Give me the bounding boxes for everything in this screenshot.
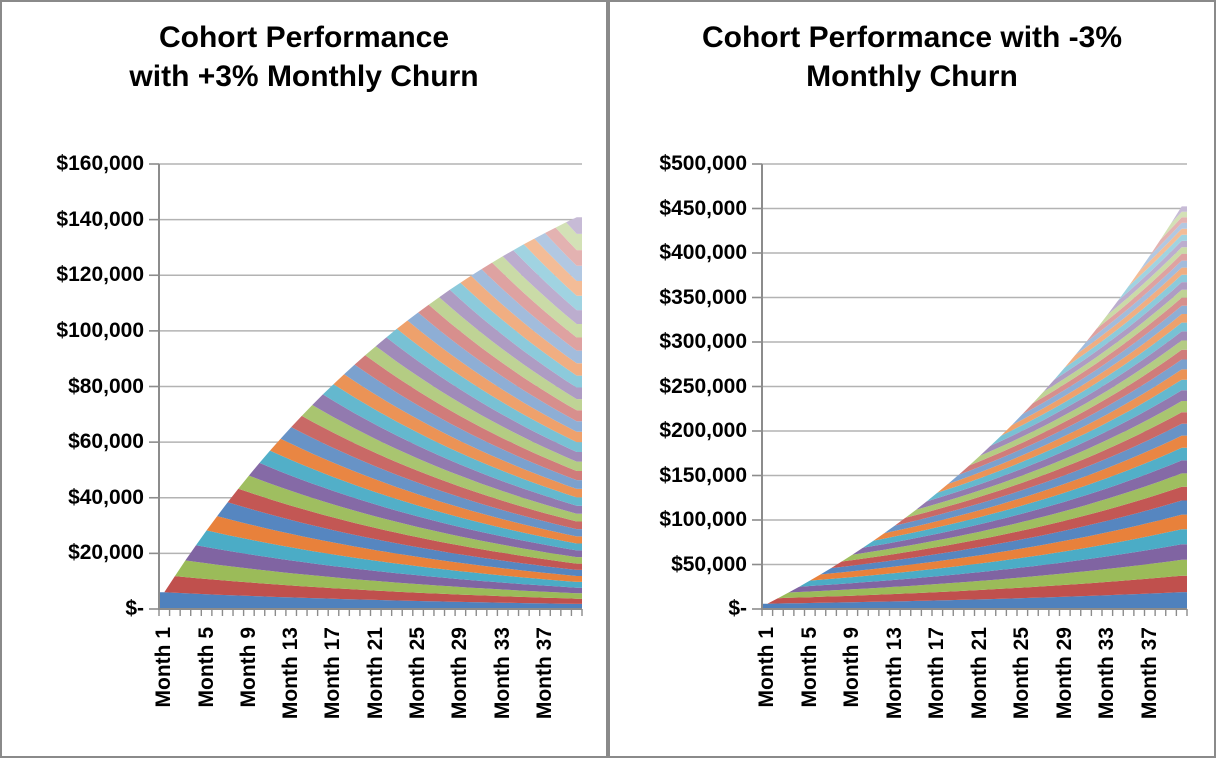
chart-title-line1: Cohort Performance with -3%: [701, 21, 1123, 54]
cohort-band-27: [762, 289, 1187, 604]
y-axis-label: $350,000: [659, 285, 747, 309]
cohort-band-31: [762, 260, 1187, 604]
x-axis-label: Month 5: [797, 627, 821, 708]
stacked-area-layers: [159, 217, 582, 609]
cohort-band-1: [159, 592, 582, 609]
cohort-band-7: [159, 502, 582, 593]
cohort-band-23: [159, 328, 582, 593]
cohort-band-25: [762, 305, 1187, 604]
cohort-band-33: [762, 247, 1187, 604]
x-axis-label: Month 37: [1137, 627, 1161, 720]
x-axis-label: Month 17: [321, 627, 345, 720]
cohort-band-22: [159, 337, 582, 593]
y-axis-label: $50,000: [671, 552, 747, 576]
y-axis-label: $100,000: [659, 508, 747, 531]
cohort-band-15: [159, 405, 582, 593]
cohort-band-36: [762, 228, 1187, 604]
axes: [752, 163, 1188, 616]
y-axis-label: $40,000: [68, 485, 144, 509]
chart-title: Cohort Performance with -3% Monthly Chur…: [610, 18, 1214, 96]
x-axis-label: Month 17: [925, 627, 949, 720]
y-axis-label: $100,000: [56, 318, 144, 342]
cohort-band-30: [762, 267, 1187, 604]
x-axis-label: Month 25: [406, 627, 430, 720]
y-axis-label: $250,000: [659, 374, 747, 398]
x-axis-label: Month 21: [363, 627, 387, 720]
cohort-band-2: [762, 575, 1187, 604]
x-axis-label: Month 5: [194, 627, 218, 708]
chart-panel-positive-churn: Cohort Performance with +3% Monthly Chur…: [0, 0, 608, 758]
y-axis-label: $120,000: [56, 263, 144, 287]
stacked-area-layers: [762, 206, 1187, 609]
cohort-band-7: [762, 500, 1187, 604]
cohort-band-21: [762, 340, 1187, 604]
x-axis-label: Month 13: [882, 627, 906, 720]
cohort-band-26: [762, 297, 1187, 604]
y-axis-label: $400,000: [659, 241, 747, 264]
cohort-band-32: [762, 253, 1187, 604]
y-axis-label: $150,000: [659, 463, 747, 487]
cohort-band-3: [159, 560, 582, 599]
x-axis-label: Month 33: [1095, 627, 1119, 720]
y-axis-label: $500,000: [659, 152, 747, 175]
cohort-band-4: [159, 545, 582, 594]
cohort-band-35: [762, 234, 1187, 604]
x-axis-label: Month 1: [152, 627, 176, 708]
cohort-band-6: [159, 516, 582, 593]
cohort-band-34: [159, 250, 582, 593]
y-axis-label: $160,000: [56, 152, 144, 175]
cohort-band-28: [762, 282, 1187, 604]
x-axis-label: Month 25: [1010, 627, 1034, 720]
cohort-band-16: [159, 394, 582, 593]
x-axis-label: Month 9: [840, 627, 864, 708]
cohort-band-9: [762, 473, 1187, 604]
y-axis-label: $20,000: [68, 541, 144, 565]
x-axis-label: Month 9: [236, 627, 260, 708]
x-axis-label: Month 13: [279, 627, 303, 720]
chart-title-line1: Cohort Performance: [158, 21, 450, 54]
cohort-band-14: [159, 415, 582, 593]
chart-title: Cohort Performance with +3% Monthly Chur…: [2, 18, 606, 96]
chart-title-line2: Monthly Churn: [806, 60, 1018, 93]
y-axis-label: $80,000: [68, 374, 144, 398]
chart-panel-negative-churn: Cohort Performance with -3% Monthly Chur…: [608, 0, 1216, 758]
y-axis-label: $200,000: [659, 419, 747, 442]
y-axis-label: $300,000: [659, 330, 747, 353]
cohort-band-23: [762, 322, 1187, 604]
cohort-band-5: [159, 530, 582, 593]
cohort-band-2: [159, 576, 582, 604]
cohort-band-1: [762, 592, 1187, 609]
x-axis-label: Month 1: [755, 627, 779, 708]
cohort-band-6: [762, 514, 1187, 604]
cohort-band-13: [159, 427, 582, 593]
x-axis-label: Month 33: [490, 627, 514, 720]
x-axis-label: Month 37: [532, 627, 556, 720]
axes: [149, 163, 583, 616]
chart-title-line2: with +3% Monthly Churn: [129, 60, 479, 93]
cohort-band-22: [762, 331, 1187, 604]
y-axis-label: $450,000: [659, 196, 747, 220]
cohort-band-24: [762, 314, 1187, 604]
y-axis-label: $140,000: [56, 207, 144, 231]
x-axis-label: Month 29: [1052, 627, 1076, 720]
cohort-band-3: [762, 559, 1187, 604]
cohort-band-34: [762, 240, 1187, 604]
plot-area: [149, 163, 583, 616]
cohort-band-10: [762, 460, 1187, 604]
cohort-band-29: [762, 274, 1187, 604]
cohort-band-5: [762, 529, 1187, 604]
x-axis-label: Month 29: [448, 627, 472, 720]
cohort-band-8: [762, 486, 1187, 604]
y-axis-label: $60,000: [68, 430, 144, 454]
x-axis-label: Month 21: [967, 627, 991, 720]
plot-area: [752, 163, 1188, 616]
y-axis-label: $-: [125, 597, 144, 620]
y-axis-label: $-: [728, 597, 747, 620]
cohort-band-4: [762, 544, 1187, 604]
